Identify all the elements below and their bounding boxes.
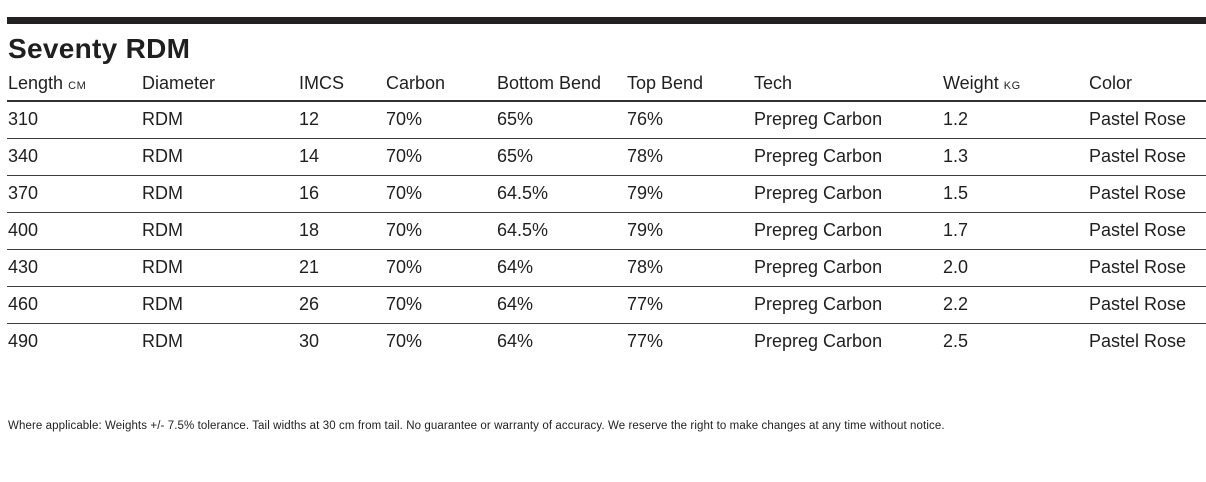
cell-color: Pastel Rose — [1088, 286, 1206, 324]
table-row: 490 RDM 30 70% 64% 77% Prepreg Carbon 2.5 Pastel… — [7, 323, 1206, 360]
cell-carbon: 70% — [385, 249, 496, 287]
table-row: 460 RDM 26 70% 64% 77% Prepreg Carbon 2.2 Pastel… — [7, 286, 1206, 324]
column-header-imcs: IMCS — [298, 66, 385, 103]
cell-weight: 1.7 — [942, 212, 1088, 250]
cell-imcs: 16 — [298, 175, 385, 213]
cell-diameter: RDM — [141, 175, 298, 213]
top-rule-divider — [7, 17, 1206, 24]
cell-top-bend: 79% — [626, 212, 753, 250]
unit-label-kg: KG — [1003, 79, 1021, 92]
cell-weight: 2.5 — [943, 331, 969, 352]
cell-carbon: 70% — [385, 175, 496, 213]
cell-diameter: RDM — [142, 331, 183, 352]
spec-table: Length CM Diameter IMCS Carbon Bottom Bend To… — [7, 66, 1206, 360]
cell-imcs: 26 — [298, 286, 385, 324]
cell-carbon: 70% — [386, 331, 423, 352]
column-header-bottom-bend: Bottom Bend — [496, 66, 626, 103]
table-row: 400 RDM 18 70% 64.5% 79% Prepreg Carbon 1.7 Past… — [7, 212, 1206, 250]
cell-imcs: 30 — [299, 331, 320, 352]
cell-tech: Prepreg Carbon — [754, 331, 883, 352]
cell-bottom-bend: 64% — [496, 286, 626, 324]
cell-tech: Prepreg Carbon — [753, 101, 942, 139]
cell-top-bend: 78% — [626, 249, 753, 287]
cell-imcs: 21 — [298, 249, 385, 287]
cell-tech: Prepreg Carbon — [753, 212, 942, 250]
column-header-length: Length CM — [7, 66, 141, 103]
column-header-color: Color — [1088, 66, 1206, 103]
cell-diameter: RDM — [141, 101, 298, 139]
cell-bottom-bend: 64.5% — [496, 212, 626, 250]
column-header-diameter: Diameter — [141, 66, 298, 103]
table-body: 310 RDM 12 70% 65% 76% Prepreg Carbon 1.2 Pastel… — [7, 101, 1206, 360]
cell-color: Pastel Rose — [1088, 249, 1206, 287]
cell-bottom-bend: 64.5% — [496, 175, 626, 213]
cell-tech: Prepreg Carbon — [753, 286, 942, 324]
cell-weight: 1.2 — [942, 101, 1088, 139]
cell-top-bend: 78% — [626, 138, 753, 176]
cell-carbon: 70% — [385, 286, 496, 324]
cell-imcs: 12 — [298, 101, 385, 139]
column-header-carbon: Carbon — [385, 66, 496, 103]
cell-length: 430 — [7, 249, 141, 287]
cell-weight: 2.2 — [942, 286, 1088, 324]
cell-diameter: RDM — [141, 286, 298, 324]
cell-bottom-bend: 64% — [497, 331, 534, 352]
cell-length: 310 — [7, 101, 141, 139]
cell-color: Pastel Rose — [1088, 138, 1206, 176]
table-row: 370 RDM 16 70% 64.5% 79% Prepreg Carbon 1.5 Past… — [7, 175, 1206, 213]
cell-length: 490 — [8, 331, 39, 352]
column-header-tech: Tech — [753, 66, 942, 103]
cell-color: Pastel Rose — [1089, 331, 1187, 352]
cell-length: 400 — [7, 212, 141, 250]
cell-bottom-bend: 65% — [496, 138, 626, 176]
cell-weight: 1.3 — [942, 138, 1088, 176]
column-header-top-bend: Top Bend — [626, 66, 753, 103]
cell-top-bend: 77% — [627, 331, 664, 352]
table-row: 310 RDM 12 70% 65% 76% Prepreg Carbon 1.2 Pastel… — [7, 101, 1206, 139]
cell-length: 340 — [7, 138, 141, 176]
cell-imcs: 18 — [298, 212, 385, 250]
cell-color: Pastel Rose — [1088, 101, 1206, 139]
cell-carbon: 70% — [385, 212, 496, 250]
page-title: Seventy RDM — [8, 33, 191, 64]
cell-tech: Prepreg Carbon — [753, 175, 942, 213]
cell-color: Pastel Rose — [1088, 212, 1206, 250]
cell-bottom-bend: 65% — [496, 101, 626, 139]
table-header-row: Length CM Diameter IMCS Carbon Bottom Bend To… — [7, 66, 1206, 103]
cell-top-bend: 76% — [626, 101, 753, 139]
cell-imcs: 14 — [298, 138, 385, 176]
cell-length: 370 — [7, 175, 141, 213]
cell-length: 460 — [7, 286, 141, 324]
unit-label-cm: CM — [68, 79, 87, 92]
cell-top-bend: 77% — [626, 286, 753, 324]
cell-bottom-bend: 64% — [496, 249, 626, 287]
cell-carbon: 70% — [385, 101, 496, 139]
cell-color: Pastel Rose — [1088, 175, 1206, 213]
cell-weight: 1.5 — [942, 175, 1088, 213]
cell-top-bend: 79% — [626, 175, 753, 213]
cell-carbon: 70% — [385, 138, 496, 176]
cell-tech: Prepreg Carbon — [753, 138, 942, 176]
cell-weight: 2.0 — [942, 249, 1088, 287]
cell-diameter: RDM — [141, 212, 298, 250]
table-row: 430 RDM 21 70% 64% 78% Prepreg Carbon 2.0 Pastel… — [7, 249, 1206, 287]
table-row: 340 RDM 14 70% 65% 78% Prepreg Carbon 1.3 Pastel… — [7, 138, 1206, 176]
cell-tech: Prepreg Carbon — [753, 249, 942, 287]
disclaimer-text: Where applicable: Weights +/- 7.5% toler… — [8, 420, 945, 433]
cell-diameter: RDM — [141, 249, 298, 287]
column-header-weight: Weight KG — [942, 66, 1088, 103]
cell-diameter: RDM — [141, 138, 298, 176]
